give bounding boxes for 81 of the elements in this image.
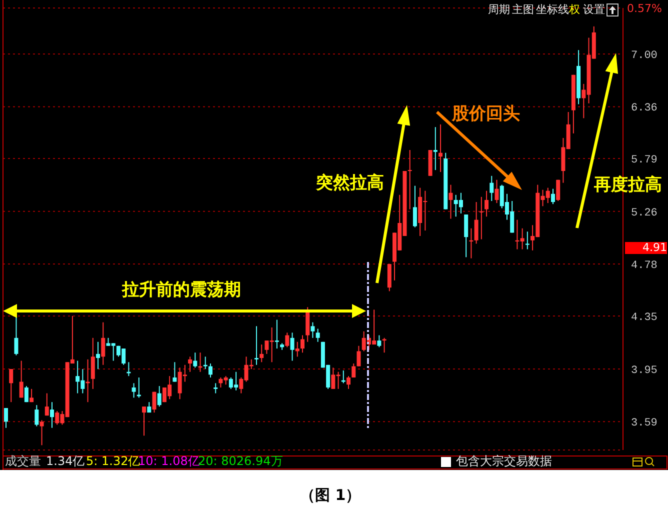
candlestick	[525, 231, 530, 250]
candlestick	[484, 190, 489, 218]
candlestick	[300, 334, 304, 354]
annotation: 设置	[583, 3, 605, 16]
candlestick	[556, 179, 560, 202]
candlestick	[464, 214, 468, 258]
candlestick	[448, 184, 453, 220]
annotation: 股价回头	[452, 104, 520, 124]
y-tick-label: 4.78	[631, 260, 658, 272]
candlestick	[19, 360, 24, 398]
annotation: 周期	[488, 3, 510, 16]
candlestick	[86, 358, 90, 403]
candlestick	[90, 337, 95, 390]
candlestick	[479, 196, 484, 240]
candlestick	[142, 406, 146, 436]
candlestick	[40, 420, 44, 446]
candlestick	[433, 126, 438, 171]
candlestick	[34, 404, 39, 427]
y-tick-label: 5.26	[631, 207, 658, 220]
candlestick	[157, 386, 162, 408]
candlestick	[152, 391, 156, 414]
text: 包含大宗交易数据	[456, 454, 552, 468]
y-tick-label: 4.35	[631, 312, 658, 324]
text: 1.34亿	[46, 454, 85, 468]
candlestick	[377, 334, 382, 348]
candlestick	[412, 185, 417, 228]
annotation: 权	[569, 3, 580, 16]
annotation: 主图	[512, 3, 534, 16]
candlestick	[132, 382, 136, 398]
candlestick	[50, 402, 54, 428]
candlestick	[203, 356, 208, 370]
candlestick	[316, 328, 320, 342]
text: 4.91	[625, 241, 667, 254]
annotation: 拉升前的震荡期	[122, 280, 241, 300]
candlestick	[474, 202, 478, 244]
annotation: 坐标线	[536, 3, 569, 16]
candlestick	[274, 319, 279, 350]
candlestick	[285, 332, 290, 348]
candlestick	[387, 264, 392, 292]
candlestick	[96, 341, 100, 370]
candlestick	[9, 368, 14, 403]
candlestick	[193, 352, 198, 368]
candlestick	[356, 345, 361, 367]
candlestick	[306, 306, 310, 342]
candlestick	[24, 386, 28, 403]
candlestick	[295, 341, 300, 358]
y-tick-label: 6.36	[631, 102, 658, 115]
candlestick	[101, 322, 106, 366]
candlestick	[490, 175, 494, 202]
candlestick	[14, 315, 18, 356]
candlestick	[352, 363, 356, 378]
text: 成交量	[5, 454, 41, 468]
text: 20: 8026.94万	[198, 454, 283, 468]
candlestick	[310, 322, 315, 338]
y-tick-label: 5.79	[631, 154, 658, 166]
text: 10: 1.08亿	[138, 454, 200, 468]
annotation: 突然拉高	[316, 173, 384, 193]
candlestick	[346, 376, 351, 390]
candlestick	[382, 337, 386, 354]
candlestick	[188, 356, 192, 372]
text: （图 1）	[300, 486, 361, 504]
candlestick	[30, 388, 34, 403]
candlestick	[136, 376, 141, 398]
candlestick	[260, 344, 264, 363]
candlestick	[254, 326, 258, 366]
y-tick-label: 3.95	[631, 364, 658, 377]
candlestick	[44, 392, 49, 416]
candlestick	[126, 362, 131, 377]
y-tick-label: 7.00	[631, 50, 658, 62]
text: 5: 1.32亿	[86, 454, 140, 468]
candlestick	[408, 150, 412, 210]
y-tick-label: 3.59	[631, 418, 658, 430]
candlestick	[438, 124, 443, 172]
candlestick	[214, 382, 218, 394]
candlestick	[172, 362, 177, 382]
candlestick	[494, 179, 499, 204]
text: 0.57%	[627, 2, 662, 16]
candlestick	[4, 408, 8, 428]
candlestick	[208, 363, 212, 378]
candlestick	[290, 332, 294, 362]
candlestick	[550, 188, 555, 205]
